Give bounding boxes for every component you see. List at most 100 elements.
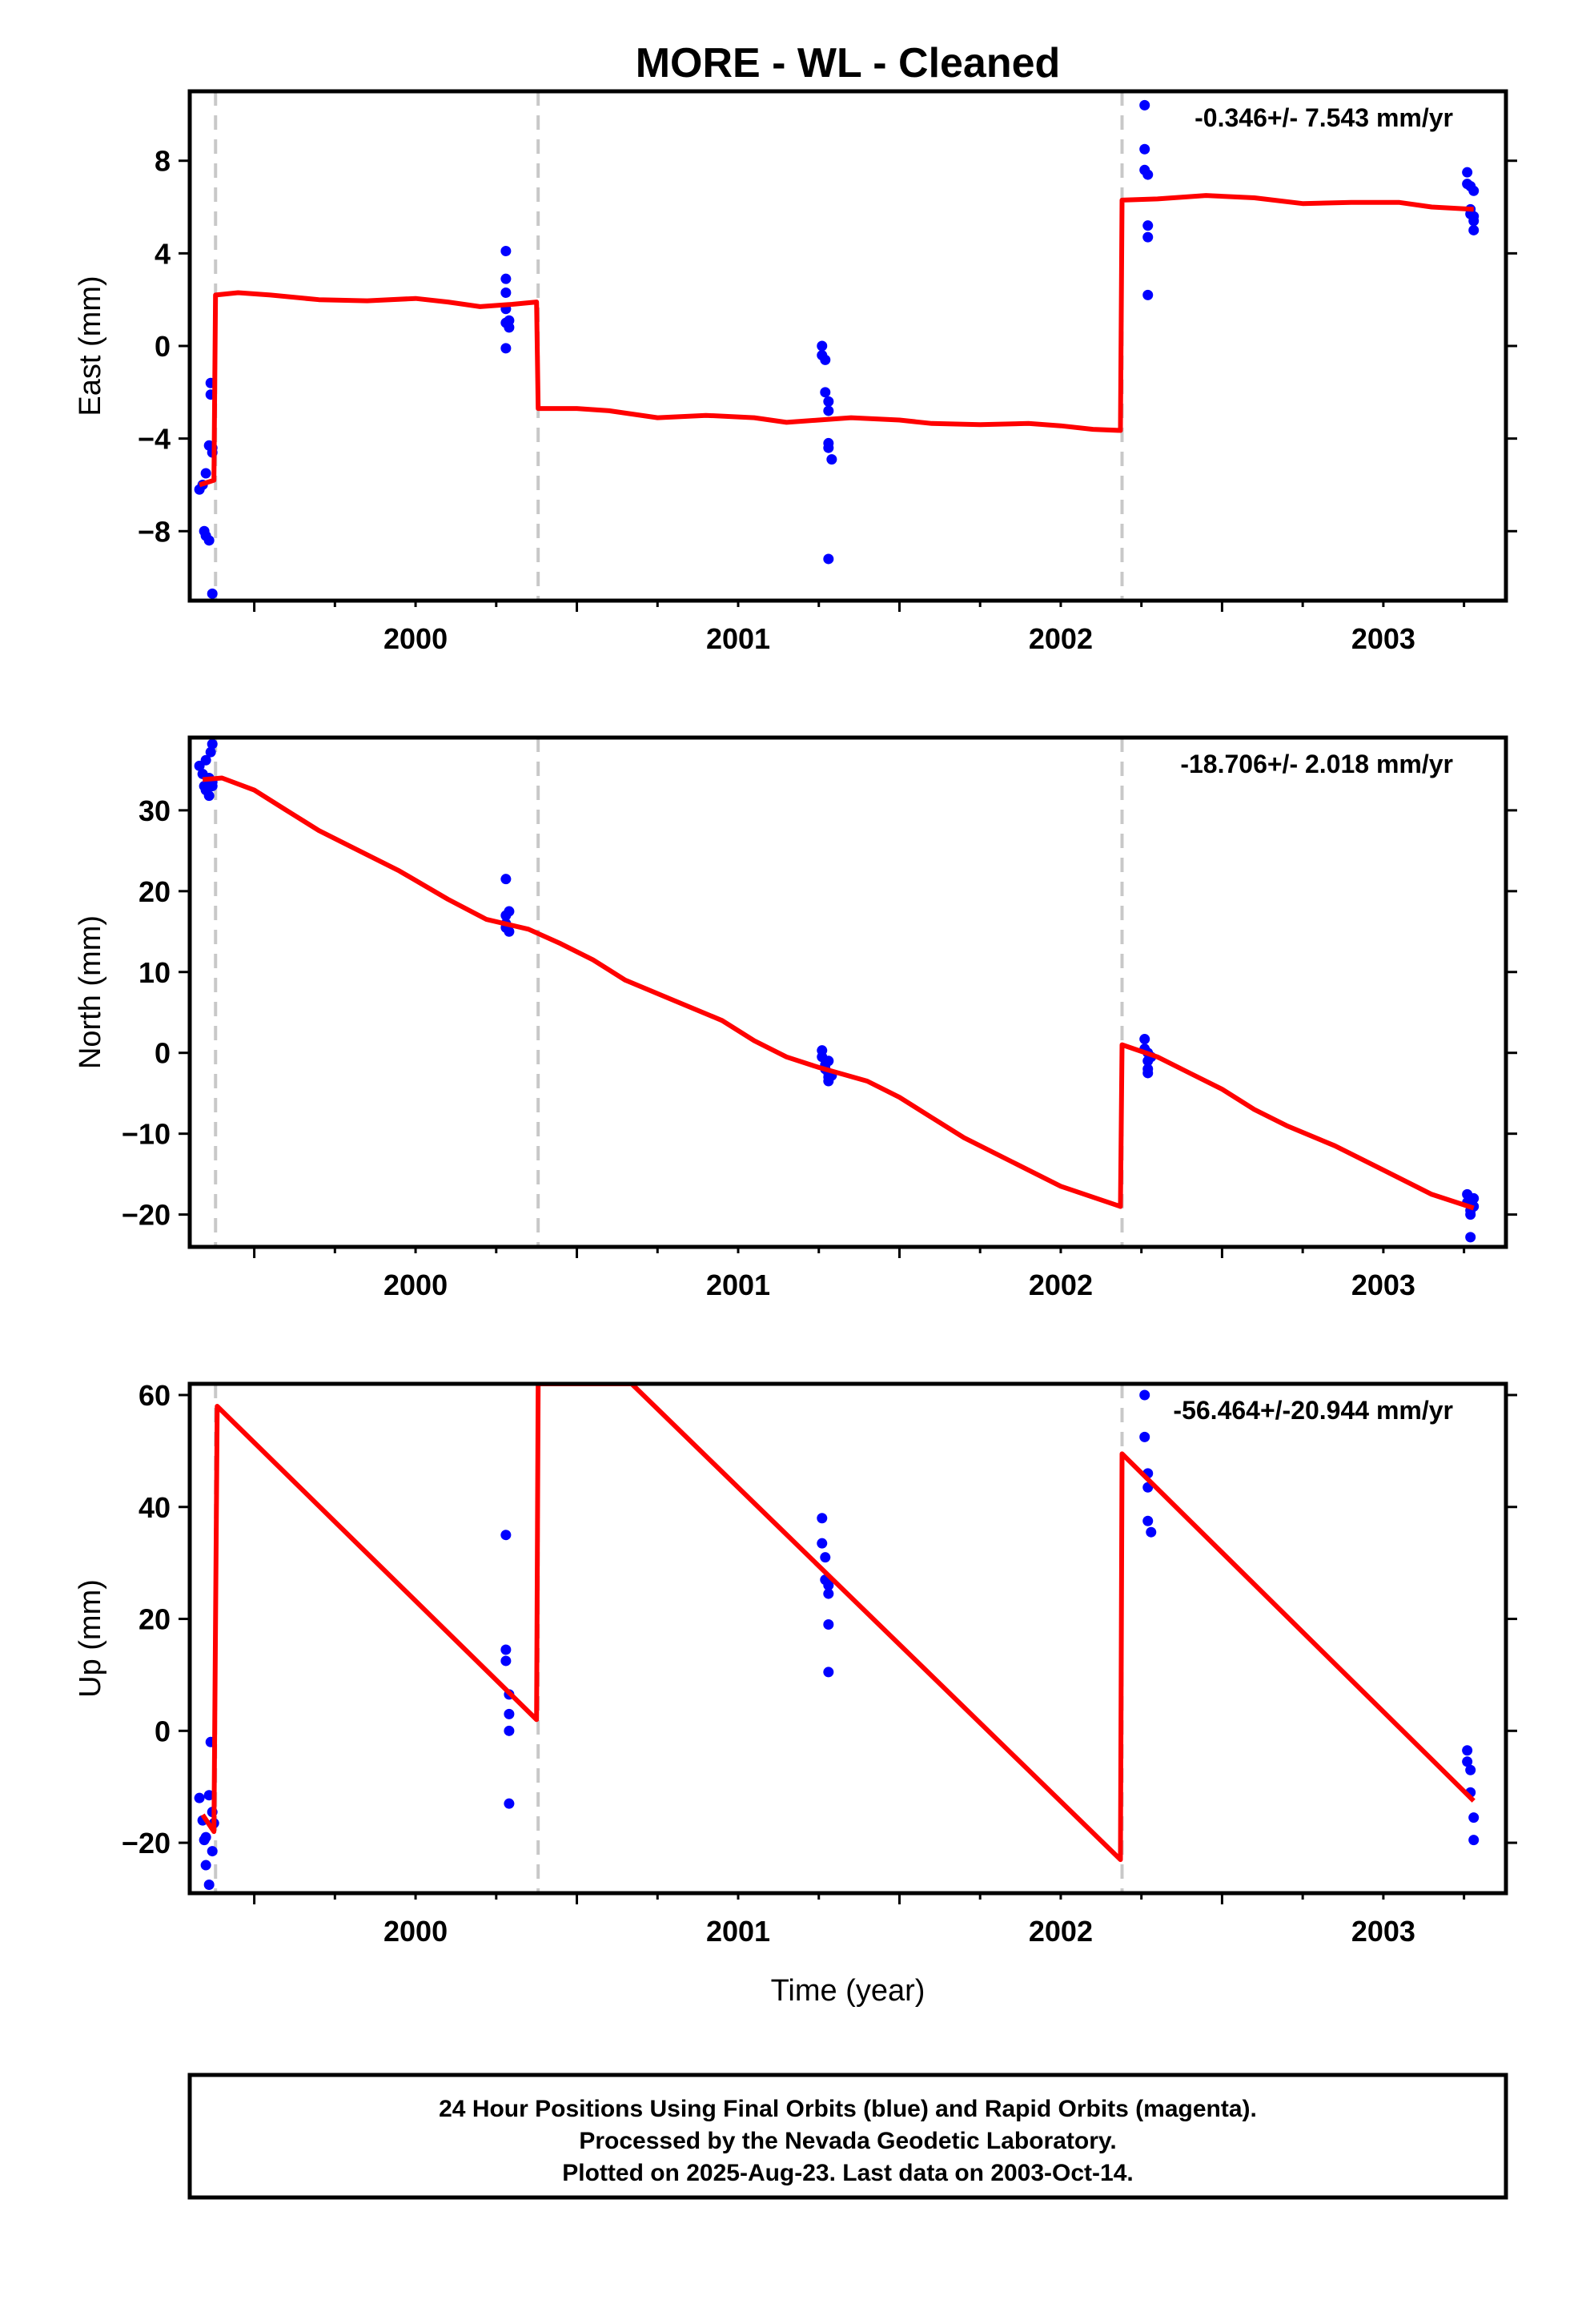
north-y-tick-label: 30 xyxy=(139,794,171,827)
up-y-tick-label: 0 xyxy=(155,1715,171,1747)
up-frame xyxy=(187,1381,1508,1896)
up-data-point xyxy=(1142,1515,1154,1526)
up-data-point xyxy=(820,1552,831,1563)
north-data-point xyxy=(203,790,215,802)
north-x-tick-label: 2000 xyxy=(383,1269,448,1301)
east-data-point xyxy=(203,535,215,546)
north-panel: 2000 2001 2002 2003 −20 −10 0 10 20 30 North (mm) -… xyxy=(74,735,1517,1301)
east-data-point xyxy=(1142,231,1154,243)
north-model-line xyxy=(202,775,1475,1211)
up-y-tick-label: 40 xyxy=(139,1491,171,1524)
up-points xyxy=(194,1389,1480,1891)
east-data-point xyxy=(1139,143,1150,155)
north-x-tick-label: 2003 xyxy=(1351,1269,1415,1301)
east-data-point xyxy=(817,340,828,352)
north-rate-annotation: -18.706+/- 2.018 mm/yr xyxy=(1180,750,1453,778)
east-data-point xyxy=(1142,169,1154,180)
north-frame xyxy=(187,735,1508,1249)
east-rate-annotation: -0.346+/- 7.543 mm/yr xyxy=(1195,103,1453,132)
north-x-tick-label: 2001 xyxy=(706,1269,770,1301)
east-points xyxy=(194,99,1480,599)
north-y-tick-label: −20 xyxy=(122,1199,171,1232)
east-x-tick-label: 2001 xyxy=(706,622,770,655)
up-data-point xyxy=(203,1790,215,1801)
up-data-point xyxy=(817,1513,828,1524)
north-data-point xyxy=(1468,1192,1480,1204)
up-data-point xyxy=(207,1846,218,1857)
footer-line-3: Plotted on 2025-Aug-23. Last data on 200… xyxy=(562,2160,1134,2186)
footer-box: 24 Hour Positions Using Final Orbits (bl… xyxy=(187,2073,1508,2200)
north-data-point xyxy=(1465,1232,1476,1243)
up-panel: 2000 2001 2002 2003 −20 0 20 40 60 Up (mm) Time (y… xyxy=(74,1379,1517,2008)
north-data-point xyxy=(205,746,216,758)
footer-line-1: 24 Hour Positions Using Final Orbits (bl… xyxy=(439,2096,1257,2122)
up-model-line xyxy=(200,1384,1476,1863)
up-data-point xyxy=(1462,1756,1473,1767)
up-data-point xyxy=(500,1655,512,1667)
east-x-tick-label: 2000 xyxy=(383,622,448,655)
north-data-point xyxy=(1139,1034,1150,1045)
east-data-point xyxy=(1468,215,1480,227)
up-data-point xyxy=(200,1860,211,1871)
east-data-point xyxy=(500,343,512,354)
north-data-point xyxy=(1142,1068,1154,1079)
east-data-point xyxy=(500,245,512,256)
up-data-point xyxy=(823,1619,834,1630)
east-data-point xyxy=(1142,220,1154,231)
up-data-point xyxy=(504,1798,515,1809)
up-x-tick-label: 2000 xyxy=(383,1915,448,1948)
east-data-point xyxy=(500,273,512,284)
north-data-point xyxy=(504,926,515,937)
east-y-tick-label: 4 xyxy=(155,237,171,270)
up-data-point xyxy=(823,1588,834,1599)
up-data-point xyxy=(500,1530,512,1541)
east-data-point xyxy=(1468,224,1480,235)
up-y-tick-label: −20 xyxy=(122,1827,171,1860)
east-data-point xyxy=(1462,167,1473,178)
east-data-point xyxy=(207,588,218,599)
up-rate-annotation: -56.464+/-20.944 mm/yr xyxy=(1173,1396,1453,1425)
north-data-point xyxy=(823,1055,834,1067)
east-y-tick-label: 0 xyxy=(155,330,171,363)
east-data-point xyxy=(823,553,834,565)
up-data-point xyxy=(504,1708,515,1719)
east-data-point xyxy=(1139,99,1150,111)
east-data-point xyxy=(823,437,834,448)
up-data-point xyxy=(194,1792,205,1803)
up-data-point xyxy=(823,1580,834,1591)
up-x-tick-label: 2003 xyxy=(1351,1915,1415,1948)
up-data-point xyxy=(203,1880,215,1891)
up-data-point xyxy=(1468,1835,1480,1846)
east-data-point xyxy=(820,354,831,365)
east-data-point xyxy=(826,454,837,465)
east-data-point xyxy=(820,387,831,398)
up-data-point xyxy=(817,1538,828,1549)
east-y-tick-label: 8 xyxy=(155,145,171,178)
north-data-point xyxy=(500,874,512,885)
east-y-axis-label: East (mm) xyxy=(74,275,107,416)
north-y-axis-label: North (mm) xyxy=(74,915,107,1069)
up-y-axis-label: Up (mm) xyxy=(74,1579,107,1698)
up-data-point xyxy=(1468,1812,1480,1823)
up-data-point xyxy=(500,1644,512,1655)
up-x-axis-label: Time (year) xyxy=(771,1974,926,2008)
east-x-tick-label: 2003 xyxy=(1351,622,1415,655)
up-data-point xyxy=(1139,1389,1150,1401)
up-x-tick-label: 2002 xyxy=(1029,1915,1093,1948)
up-data-point xyxy=(1465,1764,1476,1775)
north-y-tick-label: 10 xyxy=(139,956,171,989)
up-data-point xyxy=(200,1831,211,1843)
north-data-point xyxy=(200,754,211,766)
east-data-point xyxy=(500,287,512,299)
east-data-point xyxy=(1142,289,1154,300)
north-data-point xyxy=(207,781,218,792)
up-data-point xyxy=(504,1725,515,1736)
east-panel: 2000 2001 2002 2003 −8 −4 0 4 8 East (mm) -0.346+/… xyxy=(74,89,1517,655)
north-y-tick-label: −10 xyxy=(122,1118,171,1151)
east-data-point xyxy=(823,405,834,416)
chart-title: MORE - WL - Cleaned xyxy=(636,40,1061,86)
footer-frame xyxy=(187,2073,1508,2200)
east-data-point xyxy=(200,468,211,479)
